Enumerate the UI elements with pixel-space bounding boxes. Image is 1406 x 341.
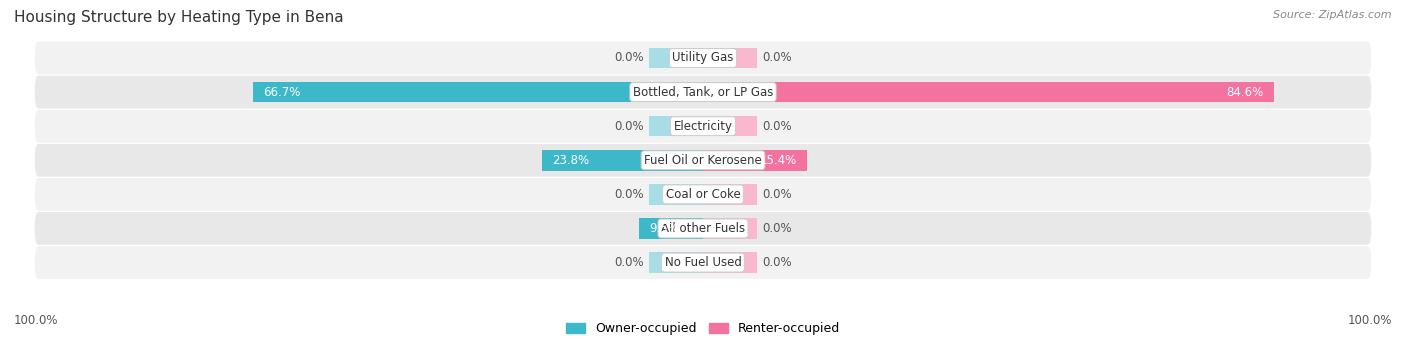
Text: 0.0%: 0.0% <box>614 256 644 269</box>
Text: Electricity: Electricity <box>673 120 733 133</box>
Bar <box>650 116 703 136</box>
Text: Housing Structure by Heating Type in Bena: Housing Structure by Heating Type in Ben… <box>14 10 343 25</box>
Text: 0.0%: 0.0% <box>614 188 644 201</box>
FancyBboxPatch shape <box>35 212 1371 245</box>
FancyBboxPatch shape <box>35 178 1371 211</box>
Text: 23.8%: 23.8% <box>553 154 589 167</box>
Text: Coal or Coke: Coal or Coke <box>665 188 741 201</box>
FancyBboxPatch shape <box>35 246 1371 279</box>
Bar <box>703 82 1274 102</box>
FancyBboxPatch shape <box>35 76 1371 108</box>
Bar <box>703 252 756 273</box>
Text: Bottled, Tank, or LP Gas: Bottled, Tank, or LP Gas <box>633 86 773 99</box>
Bar <box>703 218 756 239</box>
Text: 0.0%: 0.0% <box>614 51 644 64</box>
Bar <box>543 150 703 170</box>
Text: 84.6%: 84.6% <box>1226 86 1264 99</box>
Text: Source: ZipAtlas.com: Source: ZipAtlas.com <box>1274 10 1392 20</box>
Text: 15.4%: 15.4% <box>759 154 797 167</box>
Bar <box>638 218 703 239</box>
Text: Utility Gas: Utility Gas <box>672 51 734 64</box>
Bar <box>650 48 703 68</box>
Text: All other Fuels: All other Fuels <box>661 222 745 235</box>
Bar <box>703 116 756 136</box>
Bar <box>650 252 703 273</box>
Text: 0.0%: 0.0% <box>762 256 792 269</box>
FancyBboxPatch shape <box>35 144 1371 177</box>
Text: 9.5%: 9.5% <box>650 222 679 235</box>
Bar <box>253 82 703 102</box>
Text: Fuel Oil or Kerosene: Fuel Oil or Kerosene <box>644 154 762 167</box>
Text: No Fuel Used: No Fuel Used <box>665 256 741 269</box>
Bar <box>703 184 756 205</box>
Text: 66.7%: 66.7% <box>263 86 301 99</box>
Bar <box>703 150 807 170</box>
Text: 0.0%: 0.0% <box>762 120 792 133</box>
FancyBboxPatch shape <box>35 110 1371 143</box>
FancyBboxPatch shape <box>35 42 1371 74</box>
Text: 100.0%: 100.0% <box>14 314 59 327</box>
Text: 0.0%: 0.0% <box>614 120 644 133</box>
Bar <box>650 184 703 205</box>
Text: 0.0%: 0.0% <box>762 222 792 235</box>
Text: 100.0%: 100.0% <box>1347 314 1392 327</box>
Text: 0.0%: 0.0% <box>762 51 792 64</box>
Text: 0.0%: 0.0% <box>762 188 792 201</box>
Legend: Owner-occupied, Renter-occupied: Owner-occupied, Renter-occupied <box>561 317 845 340</box>
Bar <box>703 48 756 68</box>
